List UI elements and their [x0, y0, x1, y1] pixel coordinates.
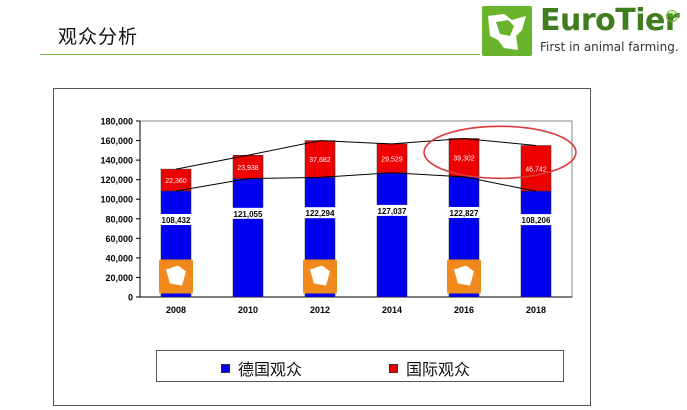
title-rule — [40, 54, 480, 55]
y-tick-label: 160,000 — [100, 136, 133, 146]
y-tick-label: 80,000 — [105, 214, 133, 224]
y-tick-label: 120,000 — [100, 175, 133, 185]
data-label-domestic: 108,206 — [522, 216, 551, 225]
legend-swatch-international — [389, 364, 398, 373]
bar-international — [376, 143, 408, 174]
x-tick-label: 2010 — [238, 305, 258, 315]
data-label-bg — [158, 213, 194, 225]
x-tick-label: 2014 — [382, 305, 402, 315]
y-tick-label: 40,000 — [105, 253, 133, 263]
x-tick-label: 2008 — [166, 305, 186, 315]
legend-label-domestic: 德国观众 — [238, 360, 303, 379]
x-tick-label: 2018 — [526, 305, 546, 315]
y-tick-label: 100,000 — [100, 195, 133, 205]
legend-label-international: 国际观众 — [406, 360, 471, 379]
x-tick-label: 2016 — [454, 305, 474, 315]
slide-title: 观众分析 — [58, 26, 139, 48]
data-label-bg — [230, 207, 266, 219]
data-label-international: 39,302 — [453, 156, 475, 163]
bar-domestic — [520, 190, 552, 298]
y-tick-label: 180,000 — [100, 117, 133, 127]
legend-item-domestic: 德国观众 — [221, 356, 302, 380]
y-tick-label: 0 — [128, 293, 133, 303]
cow-head-icon — [488, 14, 526, 50]
data-label-bg — [518, 214, 554, 226]
legend-item-international: 国际观众 — [389, 356, 470, 380]
cow-head-badge-icon — [454, 265, 474, 286]
data-label-bg — [374, 204, 410, 216]
legend-swatch-domestic — [221, 364, 230, 373]
bar-domestic — [232, 178, 264, 298]
bar-international — [448, 138, 480, 178]
visitor-chart: 0 20,000 40,000 60,000 80,000 100,000 120,000 1… — [100, 117, 577, 315]
plot-area — [139, 120, 573, 298]
domestic-trend-line — [175, 172, 537, 192]
eurotier-logo: EuroTier ® First in animal farming. — [482, 3, 682, 58]
x-tick-label: 2012 — [310, 305, 330, 315]
data-label-international: 29,529 — [381, 156, 403, 163]
data-label-domestic: 122,827 — [450, 209, 479, 218]
data-label-domestic: 108,432 — [162, 216, 191, 225]
bar-domestic — [376, 172, 408, 298]
chart-legend: 德国观众 国际观众 — [156, 350, 564, 382]
data-label-international: 22,360 — [165, 178, 187, 185]
data-label-domestic: 122,294 — [306, 209, 335, 218]
y-tick-label: 140,000 — [100, 156, 133, 166]
data-label-bg — [302, 207, 338, 219]
logo-tagline: First in animal farming. — [540, 40, 679, 54]
y-tick-label: 60,000 — [105, 234, 133, 244]
logo-wordmark: EuroTier — [540, 3, 680, 38]
cow-head-badge-icon — [166, 265, 186, 286]
highlight-ellipse — [423, 125, 577, 180]
cow-head-badge-icon — [310, 265, 330, 286]
data-label-domestic: 121,055 — [234, 210, 263, 219]
y-tick-label: 20,000 — [105, 273, 133, 283]
data-label-domestic: 127,037 — [378, 207, 407, 216]
logo-registered-mark: ® — [666, 10, 678, 22]
data-label-bg — [446, 206, 482, 218]
logo-mark-icon — [482, 6, 532, 56]
data-label-international: 46,742 — [525, 166, 547, 173]
total-trend-line — [175, 137, 537, 170]
data-label-international: 37,682 — [309, 157, 331, 164]
data-label-international: 23,938 — [237, 165, 259, 172]
